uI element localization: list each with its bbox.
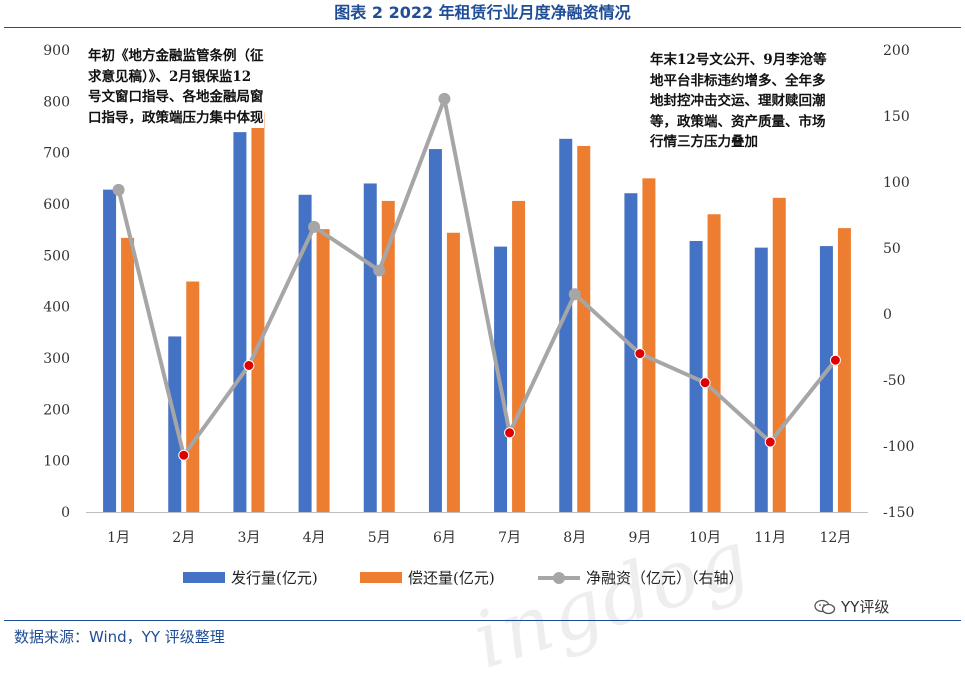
net-financing-point [178, 449, 190, 461]
left-axis-tick: 400 [43, 300, 70, 316]
issuance-bar [298, 194, 312, 512]
x-axis-tick: 12月 [820, 530, 852, 546]
repayment-bar [381, 200, 395, 513]
left-axis-tick: 200 [43, 402, 70, 418]
x-axis-tick: 6月 [433, 530, 456, 546]
net-financing-point [634, 348, 646, 360]
left-axis-tick: 100 [43, 454, 70, 470]
x-axis-tick: 4月 [303, 530, 326, 546]
x-axis-tick: 11月 [754, 530, 786, 546]
legend-repayment-swatch [360, 572, 402, 583]
left-axis-tick: 900 [43, 43, 70, 59]
right-axis-tick: 50 [883, 241, 901, 257]
source-note: 数据来源：Wind，YY 评级整理 [14, 628, 225, 646]
net-financing-point [699, 377, 711, 389]
right-axis-tick: -100 [883, 439, 914, 455]
chart-svg: 0 100 200 300 400 500 600 700 800 900 -150 -100 -50 0… [43, 43, 914, 587]
net-financing-line [116, 96, 837, 458]
left-axis-tick: 600 [43, 197, 70, 213]
repayment-bar [642, 178, 656, 513]
x-axis-tick: 8月 [563, 530, 586, 546]
legend-net-marker [553, 572, 565, 584]
repayment-bar [316, 229, 330, 513]
right-axis-tick: 200 [883, 43, 910, 59]
annotation-left: 年初《地方金融监管条例（征 求意见稿）》、2月银保监12 号文窗口指导、各地金融… [88, 46, 264, 128]
right-axis-tick: -150 [883, 505, 914, 521]
issuance-bar [559, 138, 573, 512]
x-axis-tick: 5月 [368, 530, 391, 546]
net-financing-point [112, 183, 125, 196]
legend-issuance-swatch [183, 572, 225, 583]
net-financing-point [829, 354, 841, 366]
issuance-bar [103, 189, 117, 513]
x-axis-tick: 1月 [107, 530, 130, 546]
right-axis-tick: 150 [883, 109, 910, 125]
issuance-bar [428, 149, 442, 512]
repayment-bar [577, 145, 591, 512]
right-axis-tick: -50 [883, 373, 906, 389]
net-financing-point [243, 359, 255, 371]
brand-label: YY评级 [841, 598, 890, 616]
issuance-bar [624, 193, 638, 512]
x-axis-tick: 7月 [498, 530, 521, 546]
issuance-bar [233, 132, 247, 512]
x-axis-tick: 9月 [628, 530, 651, 546]
right-axis-tick: 0 [883, 307, 892, 323]
repayment-bar [186, 281, 200, 512]
repayment-bar [446, 232, 460, 512]
net-financing-point [308, 220, 321, 233]
repayment-bar [837, 228, 851, 513]
left-axis-tick: 0 [61, 505, 70, 521]
repayment-bar [251, 112, 265, 513]
repayment-bar [772, 197, 786, 512]
brand-badge: YY评级 [814, 596, 889, 617]
legend-repayment-label: 偿还量(亿元) [408, 569, 495, 587]
repayment-bar [707, 214, 721, 512]
repayment-bar [512, 200, 526, 513]
legend-issuance-label: 发行量(亿元) [231, 569, 318, 587]
chart-title: 图表 2 2022 年租赁行业月度净融资情况 [334, 3, 631, 22]
left-axis-tick: 300 [43, 351, 70, 367]
annotation-right: 年末12号文公开、9月李沧等 地平台非标违约增多、全年多 地封控冲击交运、理财赎… [650, 50, 827, 153]
issuance-bar [363, 183, 377, 512]
x-axis-tick: 10月 [689, 530, 721, 546]
x-axis-tick: 2月 [172, 530, 195, 546]
footer-divider [4, 620, 961, 621]
net-financing-point [504, 427, 516, 439]
left-axis-tick: 500 [43, 248, 70, 264]
left-axis-tick: 800 [43, 94, 70, 110]
net-financing-point [568, 288, 581, 301]
x-axis-tick: 3月 [237, 530, 260, 546]
legend-net-label: 净融资（亿元）（右轴） [586, 569, 744, 587]
issuance-bar [819, 246, 833, 513]
net-financing-point [373, 264, 386, 277]
wechat-icon [814, 599, 836, 615]
net-financing-point [438, 92, 451, 105]
net-financing-point [764, 436, 776, 448]
repayment-bar [121, 237, 135, 512]
left-axis-tick: 700 [43, 146, 70, 162]
issuance-bar [754, 247, 768, 512]
right-axis-tick: 100 [883, 175, 910, 191]
title-divider [4, 27, 961, 28]
